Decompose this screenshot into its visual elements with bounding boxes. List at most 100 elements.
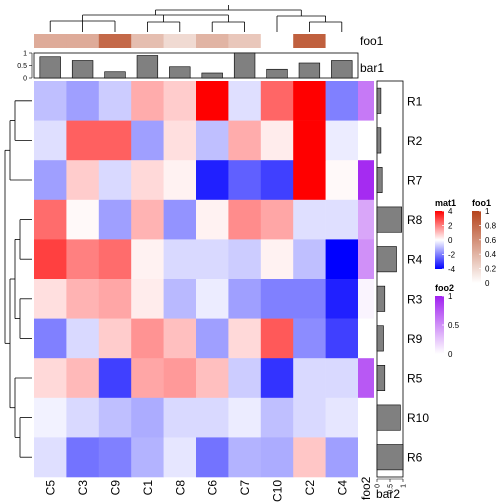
bar1-axis-tick-label: 1	[23, 51, 27, 58]
row-label: R1	[407, 94, 423, 108]
row-label: R7	[407, 174, 423, 188]
foo2-cell	[358, 81, 374, 121]
heatmap-cell	[260, 437, 294, 478]
bar2-axis: 0 0.5 1	[375, 478, 408, 494]
heatmap-cell	[293, 199, 326, 240]
bar2-bar	[376, 167, 383, 193]
legend-colorbar	[435, 296, 444, 354]
heatmap-cell	[98, 437, 132, 478]
column-label: C2	[303, 480, 317, 496]
foo1-cell	[163, 34, 197, 48]
legend-tick-label: 0	[485, 279, 490, 288]
column-label: C7	[238, 480, 252, 496]
heatmap-cell	[66, 279, 100, 319]
heatmap-cell	[98, 358, 132, 399]
column-label: C9	[109, 480, 123, 496]
foo2-cell	[358, 279, 374, 319]
heatmap-cell	[325, 81, 359, 121]
heatmap-cell	[131, 199, 164, 240]
bar1-axis: 00.51	[17, 51, 33, 83]
legend-tick-label: 0	[448, 350, 453, 359]
column-dendrogram	[49, 5, 343, 32]
foo2-cell	[358, 199, 374, 240]
bar2-bar	[376, 246, 397, 273]
heatmap-cell	[34, 239, 67, 280]
heatmap-cell	[66, 199, 100, 240]
bar2-axis-tick-label: 0.5	[388, 484, 395, 494]
heatmap-cell	[98, 318, 132, 359]
heatmap-cell	[34, 160, 67, 201]
legend-tick-label: 0.8	[485, 221, 497, 230]
bar2-bar	[376, 285, 386, 312]
bar2-bar	[376, 404, 401, 431]
heatmap-cell	[325, 318, 359, 359]
row-dendrogram	[4, 100, 32, 458]
bar2-annotation-track	[376, 80, 404, 478]
column-label: C6	[206, 480, 220, 496]
bar1-bar	[266, 68, 288, 79]
legend-tick-label: -4	[448, 265, 456, 274]
bar1-bar	[71, 60, 94, 79]
heatmap-cell	[131, 358, 164, 399]
heatmap-cell	[196, 437, 229, 478]
heatmap-cell	[196, 120, 229, 161]
heatmap-cell	[260, 318, 294, 359]
heatmap-cell	[325, 239, 359, 280]
column-label: C8	[173, 480, 187, 496]
bar1-bar	[233, 52, 256, 79]
heatmap-cell	[131, 81, 164, 121]
heatmap-cell	[131, 318, 164, 359]
foo1-cell	[66, 34, 100, 48]
heatmap-cell	[293, 397, 326, 438]
legend-title: foo1	[472, 198, 491, 208]
heatmap-cell	[34, 397, 67, 438]
heatmap-cell	[293, 437, 326, 478]
heatmap-cell	[228, 279, 262, 319]
heatmap-cell	[163, 81, 197, 121]
bar2-bar	[376, 127, 382, 154]
heatmap-cell	[131, 437, 164, 478]
legend-tick-label: 0.2	[485, 265, 497, 274]
heatmap-cell	[260, 199, 294, 240]
foo1-annotation-track	[34, 34, 359, 48]
heatmap-cell	[325, 279, 359, 319]
foo1-cell	[260, 34, 294, 48]
heatmap-cell	[293, 239, 326, 280]
bar1-bar	[331, 60, 353, 79]
heatmap-cell	[228, 160, 262, 201]
heatmap-cell	[34, 120, 67, 161]
heatmap-cell	[260, 397, 294, 438]
bar1-axis-tick-label: 0.5	[17, 63, 27, 70]
foo2-cell	[358, 437, 374, 478]
heatmap-cell	[163, 120, 197, 161]
heatmap-cell	[325, 199, 359, 240]
heatmap-cell	[66, 437, 100, 478]
foo1-cell	[131, 34, 164, 48]
heatmap-cell	[34, 437, 67, 478]
bar1-bar	[169, 66, 191, 79]
heatmap-cell	[66, 81, 100, 121]
heatmap-cell	[260, 81, 294, 121]
heatmap-cell	[98, 397, 132, 438]
foo2-cell	[358, 318, 374, 359]
heatmap-cell	[293, 120, 326, 161]
bar2-axis-tick-label: 0	[375, 484, 382, 488]
heatmap-cell	[131, 279, 164, 319]
bar1-bar	[201, 72, 223, 79]
bar2-bar	[376, 206, 403, 233]
bar2-axis-tick-label: 1	[401, 484, 408, 488]
column-label: C3	[76, 480, 90, 496]
heatmap-cell	[98, 199, 132, 240]
heatmap-cell	[293, 160, 326, 201]
bar1-annotation-track	[33, 52, 359, 79]
legend-title: mat1	[435, 198, 456, 208]
heatmap-cell	[293, 318, 326, 359]
heatmap-body	[34, 81, 359, 478]
legend-tick-label: -2	[448, 251, 456, 260]
foo1-cell	[228, 34, 262, 48]
heatmap-cell	[66, 397, 100, 438]
legend-tick-label: 0.6	[485, 236, 497, 245]
bar1-bar	[298, 62, 321, 79]
heatmap-cell	[325, 397, 359, 438]
column-label: C5	[44, 480, 58, 496]
